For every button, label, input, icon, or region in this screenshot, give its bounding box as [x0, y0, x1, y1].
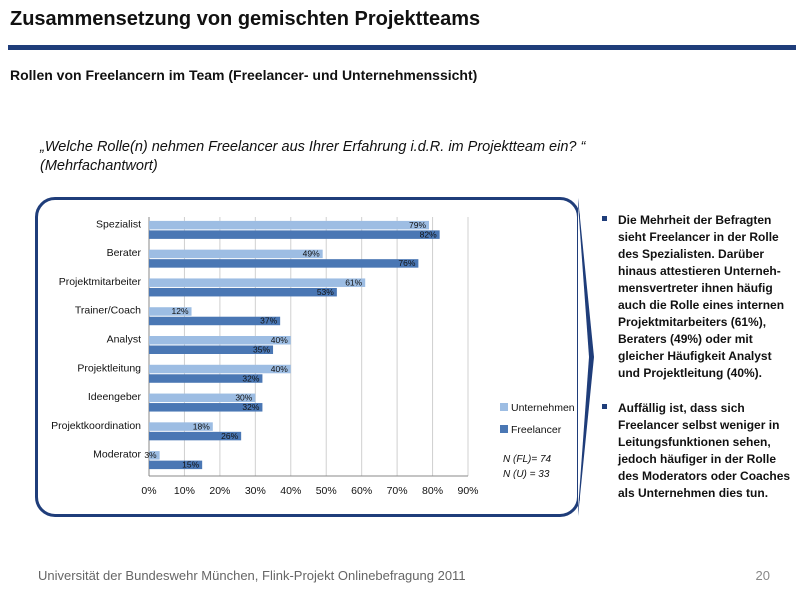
bar-freelancer [149, 460, 203, 470]
bar-unternehmen [149, 336, 291, 345]
data-label: 3% [144, 450, 157, 460]
footer-source: Universität der Bundeswehr München, Flin… [38, 568, 466, 583]
data-label: 15% [182, 460, 199, 470]
bar-freelancer [149, 374, 263, 383]
bar-unternehmen [149, 307, 192, 316]
sample-size-note: N (FL)= 74 [503, 454, 552, 465]
bar-unternehmen [149, 451, 160, 460]
legend-swatch [500, 425, 508, 433]
finding-item: Die Mehrheit der Befragten sieht Freelan… [602, 212, 792, 382]
data-label: 37% [260, 316, 277, 326]
finding-item: Auffällig ist, dass sich Freelancer selb… [602, 400, 792, 502]
bar-unternehmen [149, 278, 366, 287]
data-label: 82% [420, 229, 437, 239]
x-tick-label: 50% [316, 485, 337, 497]
x-tick-label: 30% [245, 485, 266, 497]
data-label: 76% [398, 258, 415, 268]
bar-freelancer [149, 259, 419, 268]
category-label: Projektkoordination [51, 420, 141, 432]
sample-size-note: N (U) = 33 [503, 469, 550, 480]
bar-freelancer [149, 287, 337, 297]
bar-chart: 0% 10% 20% 30% 40% 50% 60% 70% 80% 90% Spezialist 7… [51, 217, 575, 497]
data-label: 79% [409, 220, 426, 230]
bar-freelancer [149, 431, 242, 441]
bar-unternehmen [149, 220, 430, 230]
data-label: 35% [253, 345, 270, 355]
bar-freelancer [149, 230, 440, 239]
data-label: 12% [172, 306, 189, 316]
x-tick-label: 10% [174, 485, 195, 497]
question-note: (Mehrfachantwort) [40, 158, 158, 174]
category-label: Berater [107, 247, 142, 259]
page-number: 20 [755, 568, 770, 583]
bar-unternehmen [149, 393, 256, 403]
bar-freelancer [149, 316, 281, 326]
bar-unternehmen [149, 249, 323, 259]
x-tick-label: 60% [351, 485, 372, 497]
callout-arrow-icon [578, 198, 594, 516]
bar-unternehmen [149, 364, 291, 374]
data-label: 32% [242, 402, 259, 412]
chart-frame: 0% 10% 20% 30% 40% 50% 60% 70% 80% 90% Spezialist 7… [35, 197, 580, 517]
legend-label: Unternehmen [511, 402, 575, 414]
data-label: 26% [221, 431, 238, 441]
category-label: Ideengeber [88, 391, 142, 403]
x-tick-label: 20% [209, 485, 230, 497]
finding-text: Auffällig ist, dass sich Freelancer selb… [618, 401, 791, 500]
bullet-icon [602, 404, 607, 409]
x-tick-label: 70% [387, 485, 408, 497]
data-label: 53% [317, 287, 334, 297]
bar-freelancer [149, 403, 263, 412]
category-label: Projektleitung [77, 362, 141, 374]
bar-freelancer [149, 345, 274, 354]
data-label: 32% [242, 373, 259, 383]
page-title: Zusammensetzung von gemischten Projektte… [10, 8, 481, 30]
data-label: 61% [345, 277, 362, 287]
data-label: 18% [193, 421, 210, 431]
data-label: 49% [303, 249, 320, 259]
survey-question: „Welche Rolle(n) nehmen Freelancer aus I… [40, 138, 600, 176]
category-label: Trainer/Coach [75, 305, 141, 317]
legend-label: Freelancer [511, 424, 562, 436]
title-rule [8, 45, 796, 50]
x-tick-label: 0% [141, 485, 156, 497]
bullet-icon [602, 216, 607, 221]
x-tick-label: 40% [280, 485, 301, 497]
page-subtitle: Rollen von Freelancern im Team (Freelanc… [10, 67, 478, 83]
category-label: Moderator [93, 449, 141, 461]
question-text: „Welche Rolle(n) nehmen Freelancer aus I… [40, 139, 586, 155]
legend-swatch [500, 403, 508, 411]
x-tick-label: 90% [457, 485, 478, 497]
category-label: Projektmitarbeiter [59, 276, 142, 288]
key-findings: Die Mehrheit der Befragten sieht Freelan… [602, 212, 792, 520]
bar-unternehmen [149, 422, 213, 431]
category-label: Spezialist [96, 218, 141, 230]
x-tick-label: 80% [422, 485, 443, 497]
category-label: Analyst [107, 334, 142, 346]
finding-text: Die Mehrheit der Befragten sieht Freelan… [618, 213, 785, 380]
data-label: 40% [271, 335, 288, 345]
data-label: 30% [235, 393, 252, 403]
data-label: 40% [271, 364, 288, 374]
